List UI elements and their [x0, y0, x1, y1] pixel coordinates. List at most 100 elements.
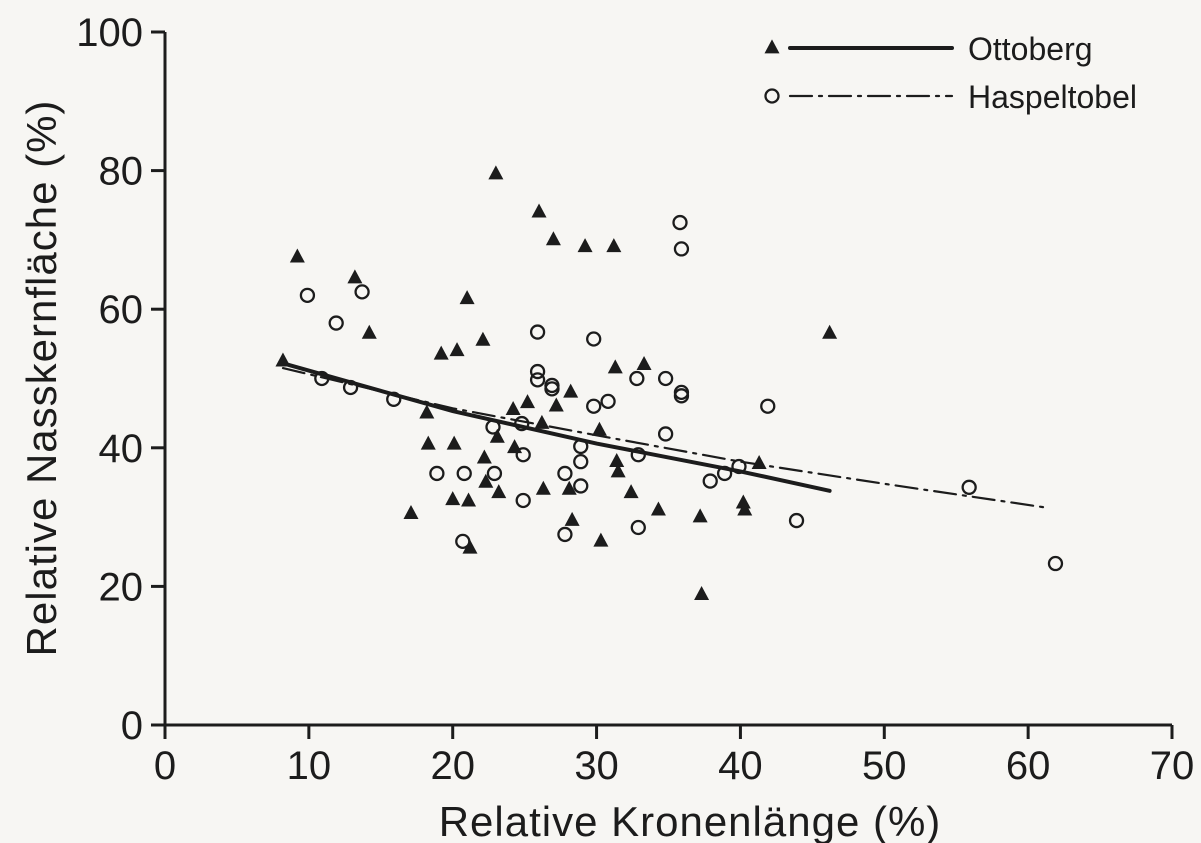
- point: [529, 372, 546, 388]
- point: [607, 359, 623, 374]
- y-tick-label: 0: [121, 704, 143, 748]
- point: [455, 533, 471, 550]
- point: [1047, 555, 1064, 572]
- point: [735, 494, 751, 509]
- point: [822, 324, 838, 339]
- y-tick-label: 80: [99, 150, 144, 194]
- point: [462, 539, 478, 554]
- point: [531, 203, 547, 218]
- x-tick-label: 30: [574, 744, 619, 788]
- point: [314, 370, 330, 387]
- point: [419, 404, 435, 419]
- point: [630, 447, 646, 463]
- point: [600, 393, 616, 410]
- point: [429, 465, 445, 482]
- point: [564, 511, 580, 526]
- point: [657, 426, 674, 442]
- x-tick-label: 40: [718, 744, 763, 788]
- point: [557, 526, 573, 543]
- point: [563, 383, 579, 398]
- x-tick-label: 0: [154, 744, 176, 788]
- fit-line-1: [281, 367, 1051, 510]
- point: [760, 398, 776, 414]
- x-tick-label: 10: [287, 744, 332, 788]
- x-tick-label: 50: [862, 744, 907, 788]
- x-tick-label: 20: [430, 744, 475, 788]
- y-tick-label: 20: [99, 565, 144, 609]
- point: [623, 484, 639, 499]
- point: [788, 512, 805, 529]
- point: [573, 438, 589, 455]
- point: [545, 231, 561, 246]
- point: [478, 473, 494, 488]
- point: [476, 449, 492, 464]
- point: [657, 370, 674, 387]
- data-points: [275, 165, 1064, 601]
- legend-label-0: Ottoberg: [968, 31, 1093, 67]
- point: [328, 315, 344, 331]
- y-axis-title: Relative Nasskernfläche (%): [18, 100, 65, 657]
- y-tick-label: 40: [99, 427, 144, 471]
- x-tick-label: 70: [1150, 744, 1195, 788]
- point: [751, 455, 767, 470]
- point: [561, 480, 577, 495]
- point: [386, 391, 402, 407]
- point: [731, 458, 747, 475]
- x-axis-title: Relative Kronenlänge (%): [439, 798, 942, 843]
- point: [361, 324, 377, 339]
- point: [534, 414, 550, 429]
- point: [445, 491, 461, 506]
- point: [515, 447, 531, 463]
- point: [544, 377, 560, 394]
- point: [485, 419, 501, 435]
- point: [586, 331, 602, 347]
- point: [694, 586, 710, 601]
- point: [459, 290, 475, 305]
- point: [520, 394, 536, 409]
- point: [609, 452, 625, 467]
- point: [489, 428, 505, 443]
- point: [692, 508, 708, 523]
- point: [557, 465, 573, 482]
- point: [591, 421, 607, 436]
- point: [961, 479, 977, 495]
- point: [420, 435, 436, 450]
- point: [573, 454, 589, 470]
- point: [515, 492, 531, 509]
- point: [573, 478, 589, 494]
- legend-marker-1: [764, 88, 780, 104]
- point: [433, 345, 449, 360]
- point: [446, 435, 462, 450]
- point: [593, 532, 609, 547]
- point: [586, 398, 602, 414]
- point: [702, 473, 718, 489]
- point: [577, 238, 593, 253]
- legend-label-1: Haspeltobel: [968, 79, 1137, 115]
- point: [488, 165, 504, 180]
- point: [275, 352, 291, 367]
- point: [299, 287, 316, 303]
- point: [289, 248, 305, 263]
- point: [505, 401, 521, 416]
- point: [347, 269, 363, 284]
- point: [650, 501, 666, 516]
- x-tick-label: 60: [1006, 744, 1051, 788]
- point: [486, 465, 503, 482]
- point: [606, 238, 622, 253]
- point: [449, 342, 465, 357]
- y-tick-label: 60: [99, 288, 144, 332]
- point: [636, 355, 652, 370]
- point: [529, 324, 546, 340]
- point: [514, 415, 530, 432]
- legend-marker-0: [764, 39, 780, 54]
- legend: Ottoberg Haspeltobel: [764, 31, 1137, 115]
- y-tick-label: 100: [76, 11, 143, 55]
- point: [610, 463, 626, 478]
- point: [716, 465, 733, 482]
- point: [461, 492, 477, 507]
- axes: 0 10 20 30 40 50 60 70 0 20 40 60 80 100: [76, 11, 1194, 788]
- point: [529, 363, 546, 380]
- point: [491, 484, 507, 499]
- point: [403, 504, 419, 519]
